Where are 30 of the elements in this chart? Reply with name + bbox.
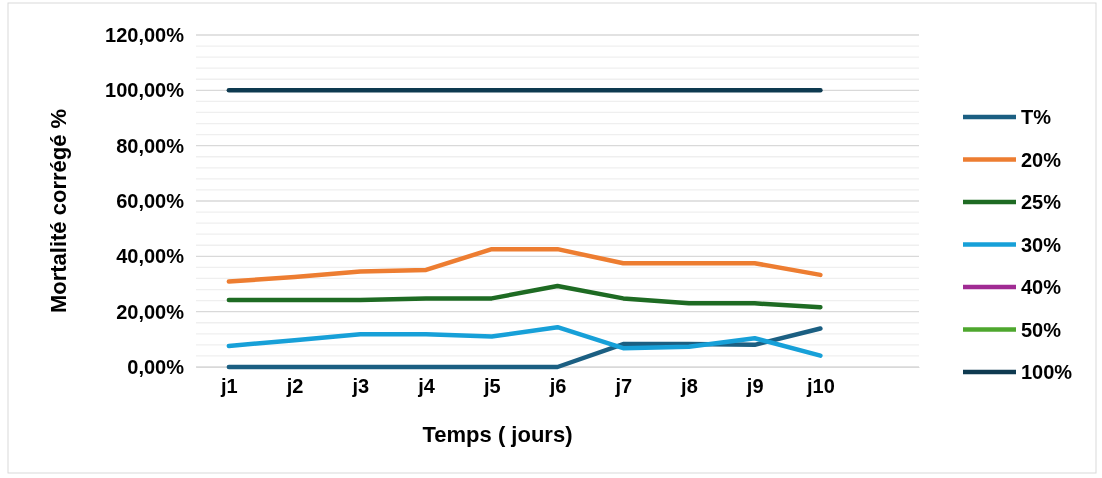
x-tick-label: j1 bbox=[220, 375, 238, 398]
x-tick-label: j7 bbox=[614, 375, 633, 398]
y-tick-label: 60,00% bbox=[116, 189, 185, 212]
x-axis-title: Temps ( jours) bbox=[422, 422, 573, 447]
x-tick-label: j10 bbox=[806, 375, 835, 398]
legend-label: 50% bbox=[1021, 318, 1062, 341]
x-tick-label: j9 bbox=[745, 375, 764, 398]
x-tick-label: j3 bbox=[351, 375, 370, 398]
y-tick-label: 100,00% bbox=[105, 79, 185, 102]
y-tick-label: 120,00% bbox=[105, 23, 185, 46]
y-axis-title: Mortalité corrégé % bbox=[46, 108, 71, 314]
line-series bbox=[226, 246, 823, 284]
legend-label: 20% bbox=[1021, 148, 1062, 171]
x-tick-label: j8 bbox=[680, 375, 698, 398]
line-series bbox=[226, 324, 823, 358]
y-tick-label: 0,00% bbox=[127, 355, 185, 378]
y-tick-label: 20,00% bbox=[116, 300, 185, 323]
legend-label: 25% bbox=[1021, 191, 1062, 213]
legend-label: 40% bbox=[1021, 276, 1062, 298]
legend-label: T% bbox=[1021, 106, 1052, 128]
legend-label: 30% bbox=[1021, 233, 1062, 256]
line-series bbox=[226, 283, 823, 310]
legend-label: 100% bbox=[1021, 361, 1073, 383]
x-tick-label: j2 bbox=[285, 375, 304, 398]
x-tick-label: j4 bbox=[417, 375, 436, 398]
x-tick-label: j6 bbox=[548, 375, 567, 398]
y-tick-label: 40,00% bbox=[116, 245, 185, 268]
line-series bbox=[226, 326, 823, 370]
y-tick-label: 80,00% bbox=[116, 134, 185, 157]
x-tick-label: j5 bbox=[482, 375, 501, 398]
